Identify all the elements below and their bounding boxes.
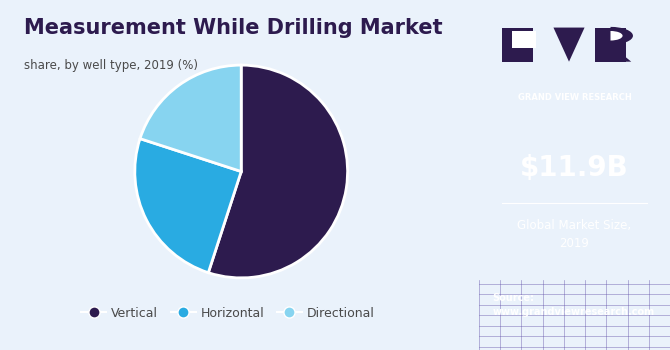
Text: GRAND VIEW RESEARCH: GRAND VIEW RESEARCH <box>518 93 631 103</box>
Polygon shape <box>605 44 631 62</box>
Text: share, by well type, 2019 (%): share, by well type, 2019 (%) <box>24 60 198 72</box>
Legend: Vertical, Horizontal, Directional: Vertical, Horizontal, Directional <box>76 302 380 325</box>
Bar <box>502 28 533 62</box>
Wedge shape <box>140 65 241 172</box>
Text: Global Market Size,
2019: Global Market Size, 2019 <box>517 219 632 250</box>
Polygon shape <box>553 28 584 62</box>
Bar <box>512 31 536 48</box>
Text: Measurement While Drilling Market: Measurement While Drilling Market <box>24 18 443 37</box>
Wedge shape <box>610 27 633 44</box>
Bar <box>595 28 626 62</box>
Wedge shape <box>610 31 622 41</box>
Text: $11.9B: $11.9B <box>520 154 629 182</box>
Text: Source:
www.grandviewresearch.com: Source: www.grandviewresearch.com <box>492 293 655 317</box>
Wedge shape <box>135 139 241 273</box>
Wedge shape <box>208 65 348 278</box>
